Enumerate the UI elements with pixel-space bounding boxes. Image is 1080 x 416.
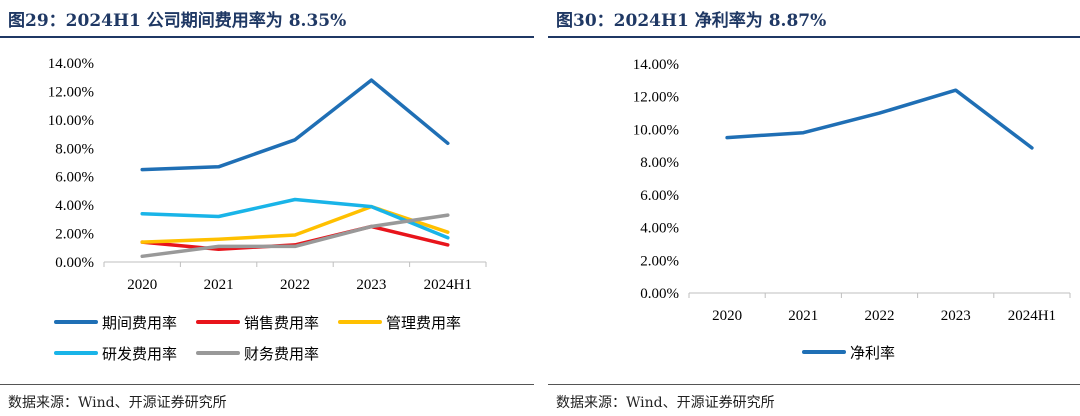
left-y-tick-label: 14.00% <box>48 56 94 72</box>
left-y-tick-label: 10.00% <box>48 113 94 129</box>
right-y-tick-label: 4.00% <box>640 221 679 237</box>
right-x-tick-label: 2022 <box>865 308 895 324</box>
right-y-tick-label: 14.00% <box>633 57 679 73</box>
right-y-tick-label: 10.00% <box>633 122 679 138</box>
left-line-chart: 0.00% 2.00% 4.00% 6.00% 8.00% 10.00% 12.00% 14.… <box>48 56 487 363</box>
right-y-tick-label: 2.00% <box>640 253 679 269</box>
left-y-tick-label: 12.00% <box>48 84 94 100</box>
right-x-tick-label: 2023 <box>941 308 971 324</box>
left-chart-title: 图29：2024H1 公司期间费用率为 8.35% <box>8 11 347 31</box>
left-source-rule <box>0 384 534 385</box>
right-x-tick-label: 2020 <box>712 308 742 324</box>
left-x-tick-label: 2021 <box>204 277 234 293</box>
right-source-text: 数据来源：Wind、开源证券研究所 <box>556 395 775 411</box>
right-legend-label-1: 净利率 <box>850 344 895 362</box>
left-title-rule <box>0 36 534 38</box>
left-x-tick-label: 2020 <box>127 277 157 293</box>
left-legend-label-5: 财务费用率 <box>244 345 319 363</box>
left-x-tick-label: 2023 <box>356 277 386 293</box>
left-legend-label-1: 期间费用率 <box>102 314 177 332</box>
left-x-tick-label: 2022 <box>280 277 310 293</box>
right-source-rule <box>548 384 1080 385</box>
left-source-text: 数据来源：Wind、开源证券研究所 <box>8 395 227 411</box>
left-y-tick-label: 6.00% <box>55 170 94 186</box>
right-y-tick-label: 6.00% <box>640 188 679 204</box>
right-title-rule <box>548 36 1080 38</box>
right-line-chart: 0.00% 2.00% 4.00% 6.00% 8.00% 10.00% 12.00% 14.… <box>633 57 1071 362</box>
left-series-line-5 <box>140 213 450 259</box>
right-y-tick-label: 8.00% <box>640 155 679 171</box>
right-y-tick-label: 0.00% <box>640 286 679 302</box>
right-y-tick-label: 12.00% <box>633 90 679 106</box>
left-y-tick-label: 0.00% <box>55 255 94 271</box>
left-y-tick-label: 4.00% <box>55 198 94 214</box>
left-y-tick-label: 2.00% <box>55 227 94 243</box>
right-x-tick-label: 2024H1 <box>1008 308 1056 324</box>
right-series-line-1 <box>725 88 1034 150</box>
left-legend-label-2: 销售费用率 <box>244 314 319 332</box>
left-x-tick-label: 2024H1 <box>424 277 472 293</box>
right-chart-title: 图30：2024H1 净利率为 8.87% <box>556 11 827 31</box>
right-x-tick-label: 2021 <box>788 308 818 324</box>
left-legend-label-3: 管理费用率 <box>386 314 461 332</box>
right-chart-panel: 图30：2024H1 净利率为 8.87% 0.00% 2.00% 4.00% 6.0… <box>548 0 1080 416</box>
left-y-tick-label: 8.00% <box>55 141 94 157</box>
left-series-line-1 <box>140 78 450 172</box>
left-legend-label-4: 研发费用率 <box>102 345 177 363</box>
left-chart-panel: 图29：2024H1 公司期间费用率为 8.35% 0.00% 2.00% 4.00… <box>0 0 534 416</box>
left-series-line-4 <box>140 197 450 240</box>
left-series-line-3 <box>140 204 450 244</box>
